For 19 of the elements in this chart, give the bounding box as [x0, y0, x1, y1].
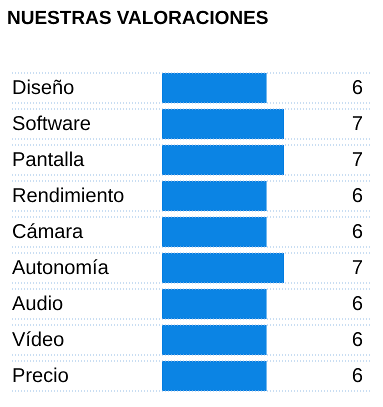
- y-tick-label: Vídeo: [12, 329, 64, 351]
- data-label: 6: [352, 185, 363, 207]
- y-tick-label: Software: [12, 113, 91, 135]
- y-tick-label: Diseño: [12, 77, 74, 99]
- chart-title: NUESTRAS VALORACIONES: [7, 8, 268, 29]
- data-label: 7: [352, 113, 363, 135]
- data-label: 6: [352, 77, 363, 99]
- y-tick-label: Precio: [12, 365, 69, 387]
- data-label: 7: [352, 149, 363, 171]
- y-tick-label: Pantalla: [12, 149, 86, 171]
- data-label: 7: [352, 257, 363, 279]
- y-tick-label: Rendimiento: [12, 185, 124, 207]
- data-label: 6: [352, 329, 363, 351]
- data-label: 6: [352, 365, 363, 387]
- y-tick-label: Cámara: [12, 221, 84, 243]
- data-label: 6: [352, 293, 363, 315]
- data-label: 6: [352, 221, 363, 243]
- y-tick-label: Audio: [12, 293, 64, 315]
- y-tick-label: Autonomía: [12, 257, 110, 279]
